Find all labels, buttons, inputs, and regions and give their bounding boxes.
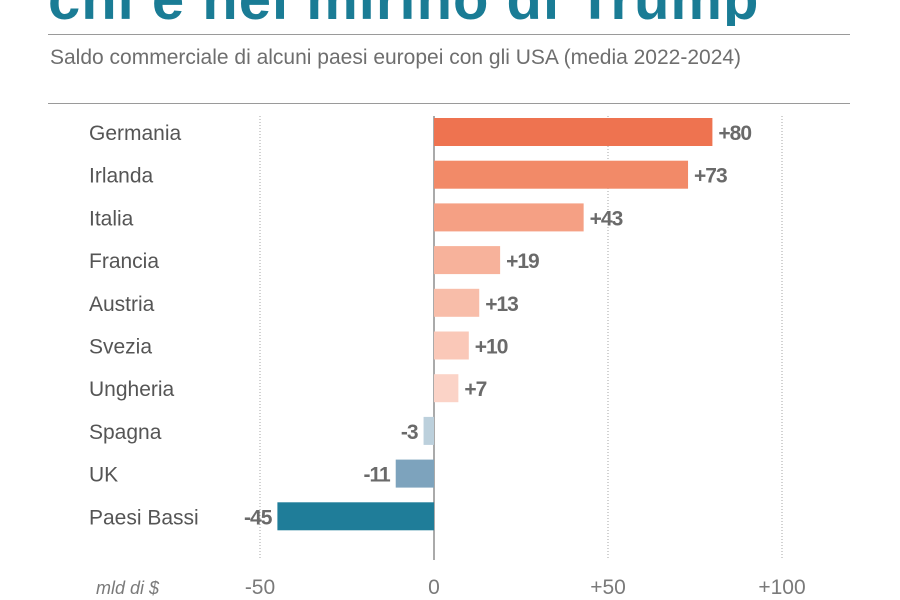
bar-spagna bbox=[423, 416, 434, 445]
data-label: +19 bbox=[506, 250, 539, 273]
category-label: UK bbox=[89, 464, 118, 487]
bar-paesi-bassi bbox=[277, 502, 434, 531]
bar-uk bbox=[395, 459, 434, 488]
data-label: +73 bbox=[694, 165, 727, 188]
x-tick-label: -50 bbox=[245, 576, 275, 599]
title-rule bbox=[48, 34, 850, 35]
data-label: +10 bbox=[475, 336, 508, 359]
category-label: Irlanda bbox=[89, 165, 154, 188]
x-tick-label: +100 bbox=[758, 576, 805, 599]
bar-germania bbox=[434, 118, 713, 146]
data-label: -45 bbox=[244, 506, 273, 529]
x-tick-label: 0 bbox=[428, 576, 440, 599]
category-label: Austria bbox=[89, 293, 155, 316]
data-label: -3 bbox=[401, 421, 418, 444]
category-label: Francia bbox=[89, 250, 159, 273]
data-label: +80 bbox=[718, 122, 751, 145]
category-label: Svezia bbox=[89, 336, 152, 359]
category-label: Spagna bbox=[89, 421, 162, 444]
x-tick-label: +50 bbox=[590, 576, 626, 599]
bar-austria bbox=[434, 288, 480, 317]
category-label: Ungheria bbox=[89, 378, 175, 401]
data-label: -11 bbox=[364, 464, 392, 487]
x-axis-label: mld di $ bbox=[96, 578, 160, 598]
bar-francia bbox=[434, 246, 501, 275]
category-label: Germania bbox=[89, 122, 182, 145]
page-title: chi è nel mirino di Trump bbox=[48, 0, 759, 26]
category-label: Paesi Bassi bbox=[89, 506, 199, 529]
bar-svezia bbox=[434, 331, 469, 360]
title-clip: chi è nel mirino di Trump bbox=[0, 0, 900, 26]
bar-irlanda bbox=[434, 160, 689, 189]
bar-ungheria bbox=[434, 374, 459, 403]
bar-italia bbox=[434, 203, 584, 232]
category-label: Italia bbox=[89, 207, 134, 230]
data-label: +7 bbox=[464, 378, 486, 401]
data-label: +43 bbox=[590, 207, 623, 230]
data-label: +13 bbox=[485, 293, 518, 316]
subtitle-rule bbox=[48, 103, 850, 104]
chart-subtitle: Saldo commerciale di alcuni paesi europe… bbox=[50, 46, 742, 69]
